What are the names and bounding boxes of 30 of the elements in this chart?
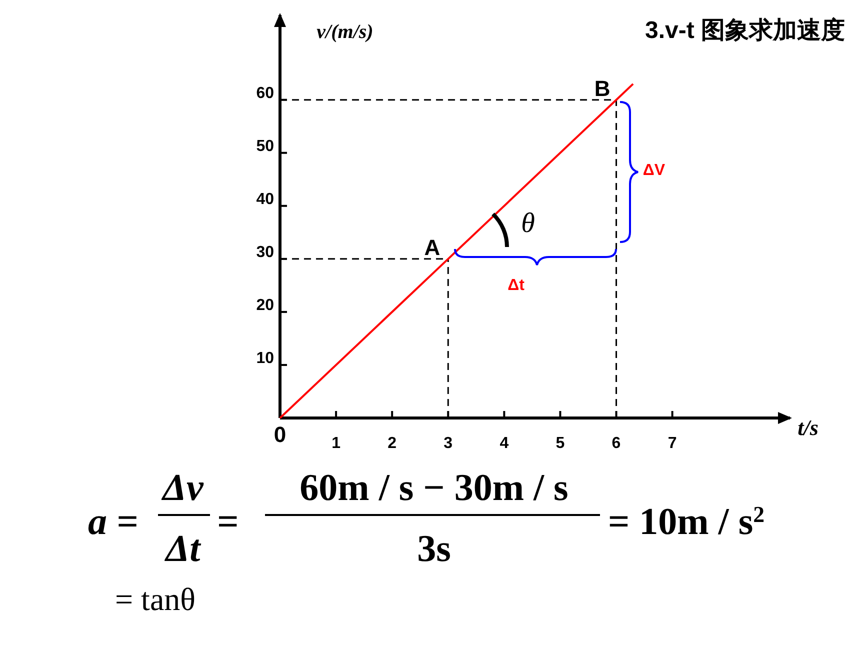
- text: Δv: [160, 467, 204, 509]
- y-axis-title: v/(m/s): [316, 21, 374, 43]
- x-tick-label: 6: [612, 435, 621, 452]
- text: a =: [88, 501, 138, 543]
- y-tick-label: 10: [256, 350, 274, 367]
- text: 3s: [417, 528, 451, 570]
- x-tick-label: 2: [388, 435, 397, 452]
- y-tick-label: 40: [256, 190, 274, 208]
- text: =: [217, 501, 239, 543]
- y-tick-label: 50: [256, 138, 274, 155]
- x-tick-label: 4: [500, 435, 509, 452]
- annotation: ΔV: [642, 162, 666, 179]
- text: = tanθ: [115, 581, 196, 617]
- x-tick-label: 5: [556, 435, 565, 452]
- x-tick-label: 0: [274, 422, 286, 447]
- text: 60m / s − 30m / s: [300, 467, 568, 509]
- y-tick-label: 60: [256, 84, 274, 102]
- x-tick-label: 3: [444, 435, 453, 452]
- annotation: A: [424, 234, 440, 260]
- text: = 10m / s$^{2}$: [608, 501, 765, 543]
- annotation: B: [594, 76, 610, 101]
- x-tick-label: 1: [332, 435, 341, 452]
- x-axis-title: t/s: [798, 415, 818, 440]
- x-tick-label: 7: [668, 435, 677, 452]
- annotation: Δt: [508, 277, 526, 294]
- y-tick-label: 20: [256, 296, 274, 314]
- y-tick-label: 30: [256, 244, 274, 261]
- chart-title: 3.v-t 图象求加速度: [644, 17, 845, 44]
- text: Δt: [164, 528, 202, 570]
- annotation: θ: [521, 208, 536, 239]
